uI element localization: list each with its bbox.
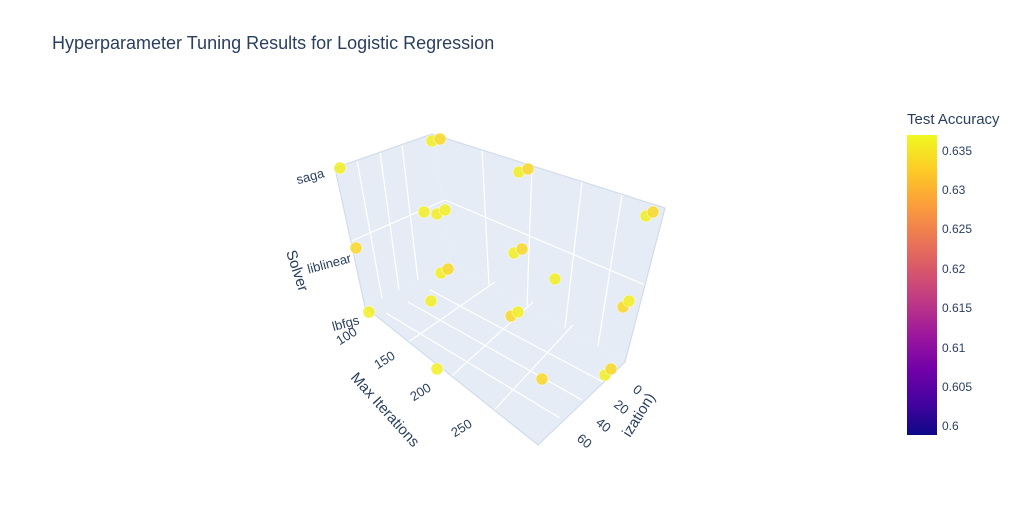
- data-point-marker[interactable]: [622, 294, 636, 308]
- x-tick-60: 60: [574, 431, 595, 452]
- data-point-marker[interactable]: [535, 372, 549, 386]
- colorbar-title: Test Accuracy: [907, 111, 1000, 128]
- y-tick-250: 250: [448, 416, 474, 440]
- z-tick-lbfgs: lbfgs: [330, 312, 361, 334]
- colorbar-tick: 0.63: [942, 183, 966, 197]
- chart-title: Hyperparameter Tuning Results for Logist…: [52, 33, 495, 53]
- data-point-marker[interactable]: [438, 203, 452, 217]
- data-point-marker[interactable]: [441, 262, 455, 276]
- data-point-marker[interactable]: [417, 205, 431, 219]
- y-axis-title: Max Iterations: [347, 369, 423, 450]
- y-tick-200: 200: [407, 380, 433, 404]
- back-wall-right: [432, 134, 665, 362]
- colorbar-ticks: 0.635 0.63 0.625 0.62 0.615 0.61 0.605 0…: [942, 144, 972, 433]
- data-point-marker[interactable]: [424, 294, 438, 308]
- colorbar: Test Accuracy 0.635 0.63 0.625 0.62 0.61…: [907, 111, 1000, 435]
- data-point-marker[interactable]: [362, 305, 376, 319]
- z-tick-liblinear: liblinear: [306, 250, 354, 276]
- back-wall-left: [335, 134, 452, 307]
- data-point-marker[interactable]: [548, 272, 562, 286]
- z-tick-saga: saga: [295, 165, 327, 187]
- y-tick-150: 150: [371, 348, 397, 372]
- data-point-marker[interactable]: [646, 205, 660, 219]
- x-tick-40: 40: [593, 415, 614, 436]
- data-point-marker[interactable]: [515, 242, 529, 256]
- data-point-marker[interactable]: [511, 305, 525, 319]
- data-point-marker[interactable]: [433, 132, 447, 146]
- data-point-marker[interactable]: [430, 362, 444, 376]
- scene-grid: [346, 144, 646, 421]
- scene-edges: [334, 133, 666, 446]
- colorbar-tick: 0.615: [942, 301, 972, 315]
- colorbar-tick: 0.6: [942, 419, 959, 433]
- data-point-marker[interactable]: [604, 362, 618, 376]
- colorbar-tick: 0.625: [942, 222, 972, 236]
- data-point-marker[interactable]: [521, 162, 535, 176]
- data-point-marker[interactable]: [349, 241, 363, 255]
- colorbar-tick: 0.62: [942, 262, 966, 276]
- scene-panes: [335, 134, 665, 445]
- floor-pane: [365, 264, 625, 445]
- colorbar-gradient[interactable]: [907, 135, 937, 435]
- data-point-marker[interactable]: [333, 161, 347, 175]
- x-axis-title: ization): [619, 390, 659, 440]
- colorbar-tick: 0.635: [942, 144, 972, 158]
- colorbar-tick: 0.61: [942, 341, 966, 355]
- data-markers: [333, 132, 660, 386]
- colorbar-tick: 0.605: [942, 380, 972, 394]
